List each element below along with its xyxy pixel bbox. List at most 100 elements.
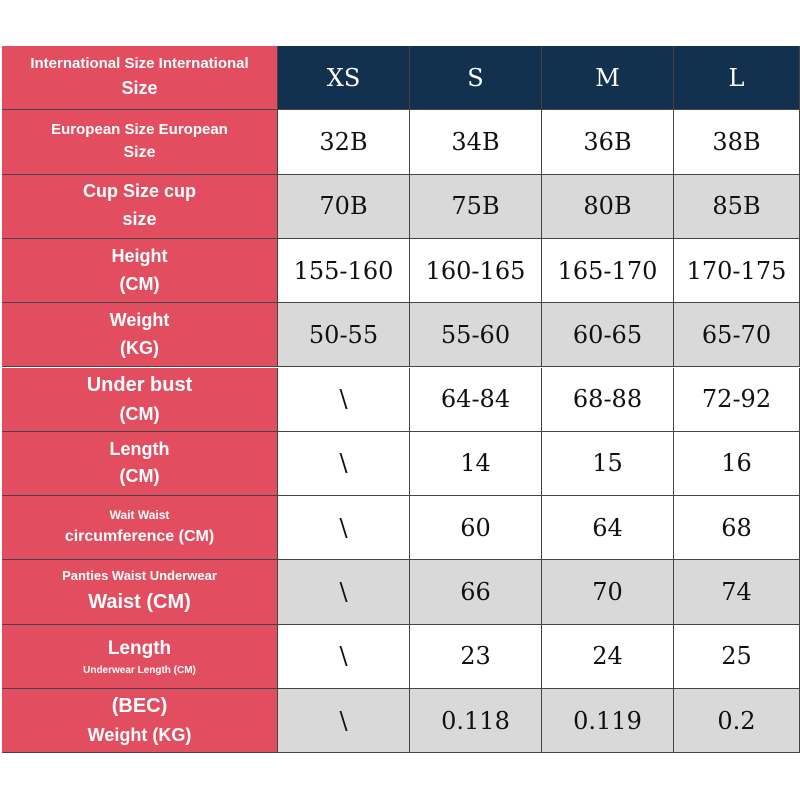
- header-cell: M: [542, 46, 674, 111]
- row-label-line: Under bust: [86, 373, 193, 396]
- value-cell: 70: [542, 560, 674, 625]
- value-cell: 170-175: [674, 238, 800, 304]
- row-label-cell: Height (CM): [2, 238, 278, 304]
- size-value: \: [339, 706, 348, 735]
- size-value: 34B: [451, 127, 500, 156]
- row-label-line: Weight (KG): [87, 725, 192, 746]
- size-value: 23: [460, 642, 491, 671]
- row-label-line: Length: [107, 637, 172, 659]
- row-label-cell: Under bust (CM): [2, 367, 278, 432]
- size-value: \: [339, 578, 348, 607]
- value-cell: \: [278, 624, 410, 689]
- value-cell: 160-165: [410, 238, 542, 304]
- value-cell: 68-88: [542, 367, 674, 432]
- size-value: 0.119: [573, 706, 642, 735]
- size-value: \: [339, 513, 348, 542]
- size-value: 75B: [451, 192, 500, 221]
- size-value: 74: [721, 578, 752, 607]
- size-value: 66: [460, 578, 491, 607]
- size-value: 155-160: [293, 256, 394, 285]
- value-cell: 65-70: [674, 303, 800, 368]
- row-label-line: (BEC): [111, 695, 168, 718]
- value-cell: 74: [674, 560, 800, 625]
- size-value: 25: [721, 642, 752, 671]
- row-label-cell: Cup Size cup size: [2, 174, 278, 239]
- value-cell: 15: [542, 431, 674, 497]
- value-cell: 14: [410, 431, 542, 497]
- row-label-cell: Panties Waist Underwear Waist (CM): [2, 560, 278, 625]
- value-cell: \: [278, 689, 410, 754]
- size-value: 38B: [712, 127, 761, 156]
- value-cell: 70B: [278, 174, 410, 239]
- value-cell: 0.119: [542, 689, 674, 754]
- header-cell: XS: [278, 46, 410, 111]
- value-cell: \: [278, 496, 410, 561]
- row-label-line: European Size European: [51, 120, 228, 138]
- size-value: 60: [460, 513, 491, 542]
- header-cell: S: [410, 46, 542, 111]
- row-label-line: Height: [111, 245, 168, 266]
- value-cell: 66: [410, 560, 542, 625]
- row-label-line: Underwear Length (CM): [83, 665, 196, 677]
- value-cell: \: [278, 431, 410, 497]
- row-label-line: Panties Waist Underwear: [62, 568, 217, 584]
- size-value: \: [339, 449, 348, 478]
- size-value: 24: [592, 642, 623, 671]
- value-cell: \: [278, 560, 410, 625]
- row-label-line: (KG): [120, 337, 159, 358]
- value-cell: 0.118: [410, 689, 542, 754]
- value-cell: 25: [674, 624, 800, 689]
- row-label-cell: International Size International Size: [2, 46, 278, 111]
- value-cell: 60-65: [542, 303, 674, 368]
- row-label-line: Waist (CM): [88, 590, 191, 613]
- size-value: 55-60: [440, 320, 511, 349]
- size-value: 160-165: [425, 256, 526, 285]
- row-label-line: Wait Waist: [109, 508, 170, 523]
- row-label-cell: Weight (KG): [2, 303, 278, 368]
- value-cell: 23: [410, 624, 542, 689]
- row-label-line: (CM): [119, 273, 160, 294]
- size-value: 85B: [712, 192, 761, 221]
- value-cell: 32B: [278, 110, 410, 175]
- value-cell: 0.2: [674, 689, 800, 754]
- row-label-line: (CM): [119, 466, 160, 487]
- value-cell: 68: [674, 496, 800, 561]
- size-value: 50-55: [308, 320, 379, 349]
- row-label-line: Size: [121, 78, 158, 99]
- size-value: 60-65: [572, 320, 643, 349]
- size-value: 0.2: [717, 706, 756, 735]
- row-label-line: circumference (CM): [64, 527, 215, 545]
- value-cell: 165-170: [542, 238, 674, 304]
- row-label-line: Cup Size cup: [82, 181, 196, 202]
- size-value: 68-88: [572, 385, 643, 414]
- size-heading: M: [595, 63, 620, 92]
- value-cell: 55-60: [410, 303, 542, 368]
- value-cell: 64-84: [410, 367, 542, 432]
- row-label-line: (CM): [119, 403, 160, 424]
- size-value: 68: [721, 513, 752, 542]
- value-cell: 36B: [542, 110, 674, 175]
- size-value: 80B: [583, 192, 632, 221]
- size-value: \: [339, 385, 348, 414]
- size-value: 70: [592, 578, 623, 607]
- value-cell: 75B: [410, 174, 542, 239]
- header-cell: L: [674, 46, 800, 111]
- size-value: 16: [721, 449, 752, 478]
- size-value: 72-92: [701, 385, 772, 414]
- size-heading: XS: [326, 63, 361, 92]
- row-label-cell: (BEC) Weight (KG): [2, 689, 278, 754]
- value-cell: 24: [542, 624, 674, 689]
- size-value: 14: [460, 449, 491, 478]
- row-label-line: Size: [123, 144, 156, 162]
- value-cell: 72-92: [674, 367, 800, 432]
- value-cell: 34B: [410, 110, 542, 175]
- value-cell: 155-160: [278, 238, 410, 304]
- value-cell: 16: [674, 431, 800, 497]
- row-label-cell: Length Underwear Length (CM): [2, 624, 278, 689]
- size-value: 64: [592, 513, 623, 542]
- size-value: 32B: [319, 127, 368, 156]
- size-value: 64-84: [440, 385, 511, 414]
- value-cell: 85B: [674, 174, 800, 239]
- size-value: \: [339, 642, 348, 671]
- row-label-line: Length: [109, 438, 170, 459]
